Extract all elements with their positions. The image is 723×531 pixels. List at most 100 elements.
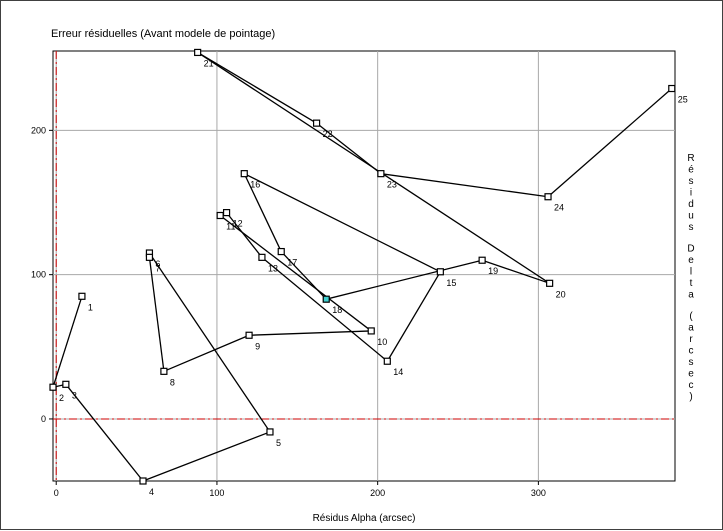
path-segment-7-8 [148,257,165,372]
point-label-3: 3 [72,390,77,400]
point-marker-14 [383,357,391,365]
path-segment-22-23 [316,122,382,175]
point-label-5: 5 [276,438,281,448]
point-marker-19 [478,256,486,264]
point-marker-5 [266,428,274,436]
y-axis-label-char: ) [689,392,692,403]
point-label-7: 7 [155,263,160,273]
point-marker-3 [62,380,70,388]
point-label-19: 19 [488,266,498,276]
path-segment-21-22 [197,51,317,124]
point-marker-22 [312,119,321,127]
point-marker-7 [145,253,154,261]
point-marker-4 [139,477,147,485]
point-marker-1 [78,292,86,300]
point-marker-18 [322,295,330,303]
point-label-23: 23 [387,180,397,190]
point-label-15: 15 [446,278,456,288]
residual-path [52,51,673,482]
y-axis-label-char: s [689,222,694,233]
x-tick-label: 200 [370,488,385,498]
point-label-13: 13 [268,263,278,273]
point-marker-25 [668,84,676,93]
point-marker-12 [222,209,231,217]
plot-area [52,50,676,482]
point-marker-21 [194,48,202,57]
y-axis-label-char: l [690,267,692,278]
point-label-10: 10 [377,337,387,347]
path-segment-13-14 [261,256,388,362]
point-label-11: 11 [226,221,235,231]
path-segment-5-6 [148,252,271,433]
y-axis-label-char: e [688,369,694,380]
path-segment-18-19 [326,259,483,300]
point-marker-20 [546,279,554,287]
point-label-8: 8 [170,377,175,387]
path-segment-17-18 [280,251,327,300]
path-segment-23-24 [380,173,549,198]
point-marker-9 [245,331,253,339]
y-axis-label-char: d [688,199,694,210]
point-label-6: 6 [155,259,160,269]
x-axis-label: Résidus Alpha (arcsec) [313,513,416,524]
point-marker-16 [240,170,248,178]
path-segment-16-17 [243,173,282,252]
y-axis-label-char: s [689,176,694,187]
path-segment-3-4 [65,383,144,482]
point-marker-23 [377,170,385,178]
x-tick-label: 300 [531,488,546,498]
y-axis-label-char: ( [689,311,693,322]
path-segment-24-25 [547,88,673,198]
y-axis-label-char: D [687,244,694,255]
point-label-22: 22 [323,129,333,139]
point-marker-11 [216,211,224,220]
y-axis-label-char: u [688,211,694,222]
point-label-2: 2 [59,393,64,403]
point-label-21: 21 [204,58,214,68]
y-axis-label-char: c [689,380,694,391]
y-tick-label: 100 [31,270,46,280]
path-segment-15-16 [243,173,441,273]
y-axis-label-char: a [688,323,694,334]
point-label-17: 17 [287,258,297,268]
point-label-16: 16 [250,180,260,190]
y-axis-label-char: c [689,346,694,357]
y-tick-label: 0 [41,414,46,424]
y-axis-label-char: i [690,188,692,199]
point-label-20: 20 [556,289,566,299]
y-axis-label-char: s [689,357,694,368]
path-segment-14-15 [386,271,441,362]
y-axis-label-char: r [689,334,693,345]
point-marker-17 [277,247,285,256]
point-label-9: 9 [255,341,260,351]
point-marker-13 [258,253,266,261]
point-marker-2 [49,383,57,391]
path-segment-4-5 [142,431,271,482]
point-marker-8 [160,367,168,375]
y-axis-label-char: é [688,165,694,176]
point-label-25: 25 [678,95,688,105]
path-segment-1-2 [52,296,83,388]
axis-ticks: 0 100 200 300 0 100 200 [31,125,546,498]
x-tick-label: 100 [209,488,224,498]
point-marker-10 [367,327,375,335]
point-marker-24 [544,193,552,201]
point-label-24: 24 [554,203,564,213]
point-label-18: 18 [332,305,342,315]
point-marker-15 [436,268,444,276]
y-tick-label: 200 [31,125,46,135]
point-label-14: 14 [393,367,403,377]
reference-lines [53,51,675,481]
y-axis-label-char: a [688,290,694,301]
chart-title: Erreur résiduelles (Avant modele de poin… [51,28,275,40]
x-tick-label: 0 [54,488,59,498]
point-label-4: 4 [149,487,154,497]
path-segment-8-9 [163,334,250,372]
point-label-1: 1 [88,302,93,312]
y-axis-label-char: t [690,278,693,289]
path-segment-10-11 [219,214,372,332]
path-segment-19-20 [481,259,550,284]
